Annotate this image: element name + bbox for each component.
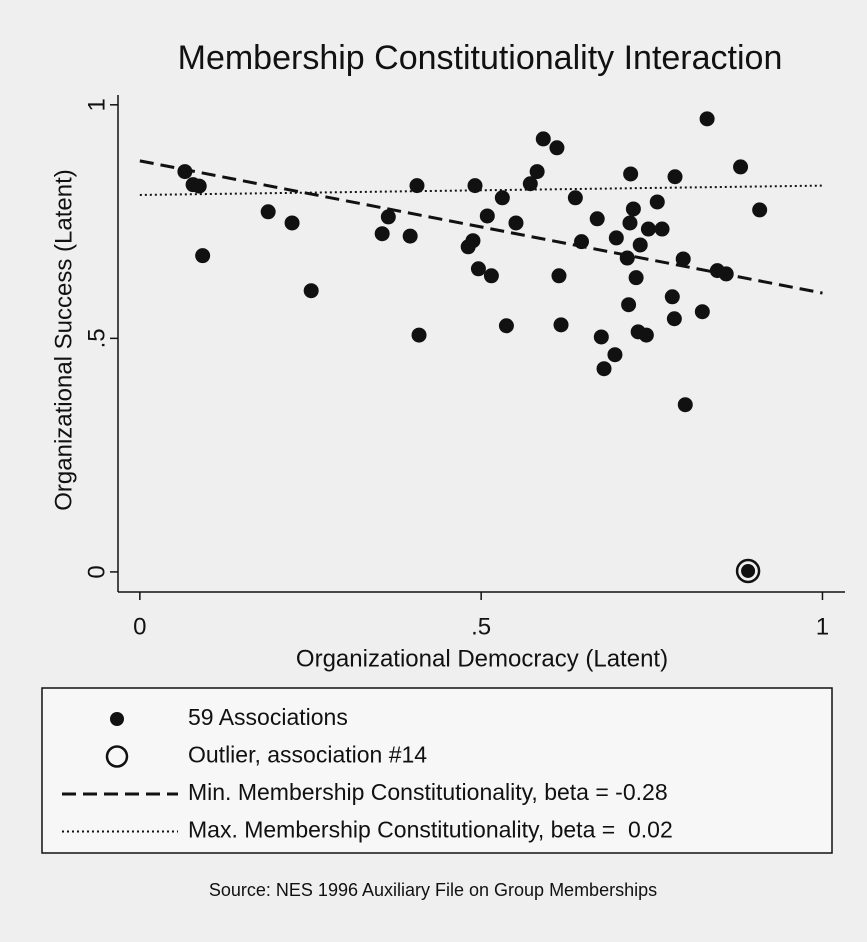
point (374, 226, 390, 242)
point (494, 190, 510, 206)
point (638, 327, 654, 343)
point (470, 261, 486, 277)
fit-line (139, 184, 823, 196)
outlier-ring (735, 558, 761, 584)
point (664, 289, 680, 305)
point (522, 176, 538, 192)
point (675, 251, 691, 267)
point (551, 268, 567, 284)
point (677, 397, 693, 413)
x-tick-label: 0 (133, 613, 146, 640)
point (752, 202, 768, 218)
point (733, 159, 749, 175)
point (589, 211, 605, 227)
x-tick-label: 1 (816, 613, 829, 640)
point (409, 178, 425, 194)
point (607, 347, 623, 363)
legend-symbol (105, 745, 129, 768)
point (625, 201, 641, 217)
point (380, 209, 396, 225)
point (623, 166, 639, 182)
point (411, 327, 427, 343)
point (666, 311, 682, 327)
point (467, 178, 483, 194)
point (498, 318, 514, 334)
point (694, 304, 710, 320)
legend-symbol (110, 712, 124, 726)
point (284, 215, 300, 231)
point (567, 190, 583, 206)
point (640, 221, 656, 237)
point (608, 230, 624, 246)
source-note: Source: NES 1996 Auxiliary File on Group… (209, 880, 657, 900)
y-axis-label: Organizational Success (Latent) (50, 169, 77, 511)
point (632, 237, 648, 253)
fit-line (139, 159, 823, 295)
point (191, 178, 207, 194)
legend-label: Outlier, association #14 (188, 742, 427, 768)
point (535, 131, 551, 147)
legend-label: Min. Membership Constitutionality, beta … (188, 779, 668, 805)
point (177, 164, 193, 180)
point (628, 270, 644, 286)
point (553, 317, 569, 333)
point (483, 268, 499, 284)
legend-label: 59 Associations (188, 704, 348, 730)
point (622, 215, 638, 231)
point (549, 140, 565, 156)
point (593, 329, 609, 345)
point (260, 204, 276, 220)
point (508, 215, 524, 231)
legend-box (41, 687, 833, 854)
point (195, 248, 211, 264)
point (654, 221, 670, 237)
point (649, 194, 665, 210)
point (402, 228, 418, 244)
point (479, 208, 495, 224)
x-tick-label: .5 (471, 613, 491, 640)
point (596, 361, 612, 377)
point (699, 111, 715, 127)
y-tick-label: 0 (83, 565, 110, 578)
outlier-point (741, 563, 756, 578)
point (465, 233, 481, 249)
point (667, 169, 683, 185)
y-tick-label: 1 (83, 98, 110, 111)
point (621, 297, 637, 313)
point (303, 283, 319, 299)
chart-title: Membership Constitutionality Interaction (178, 39, 783, 77)
x-axis-label: Organizational Democracy (Latent) (296, 645, 668, 672)
y-tick-label: .5 (83, 328, 110, 348)
legend-label: Max. Membership Constitutionality, beta … (188, 817, 673, 843)
point (529, 164, 545, 180)
